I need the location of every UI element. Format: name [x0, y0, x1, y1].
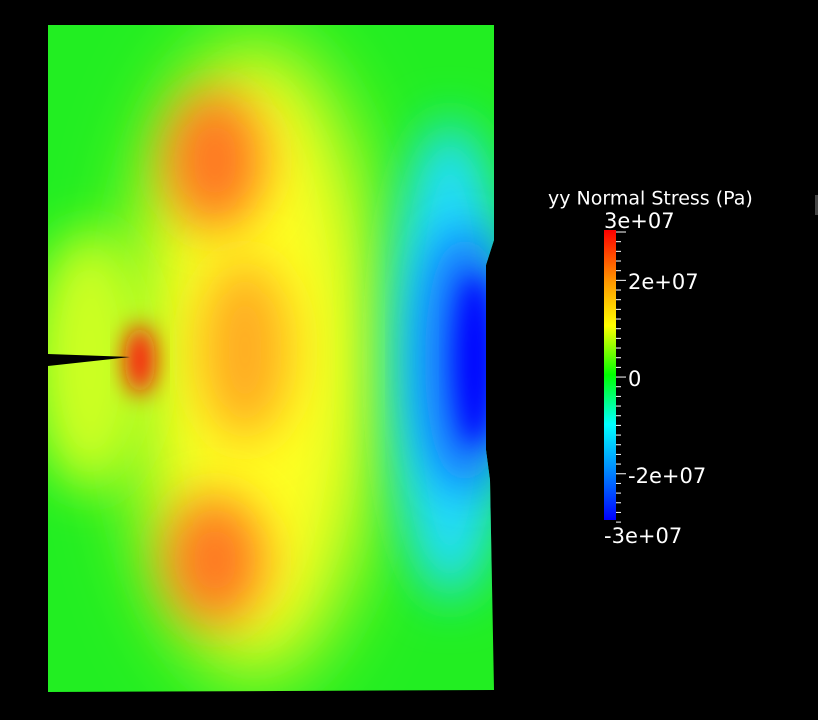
edge-fragment	[815, 195, 818, 215]
legend-label: 2e+07	[628, 270, 699, 294]
color-bar	[604, 230, 616, 520]
color-bar-ticks	[616, 231, 626, 523]
legend-title: yy Normal Stress (Pa)	[548, 188, 753, 210]
legend-label: 3e+07	[604, 209, 675, 233]
color-legend: yy Normal Stress (Pa) 3e+07 2e+07 0 -2e+…	[548, 188, 753, 549]
stress-field	[48, 25, 494, 692]
legend-label: -2e+07	[628, 464, 706, 488]
legend-label: -3e+07	[604, 524, 682, 548]
legend-label: 0	[628, 367, 641, 391]
